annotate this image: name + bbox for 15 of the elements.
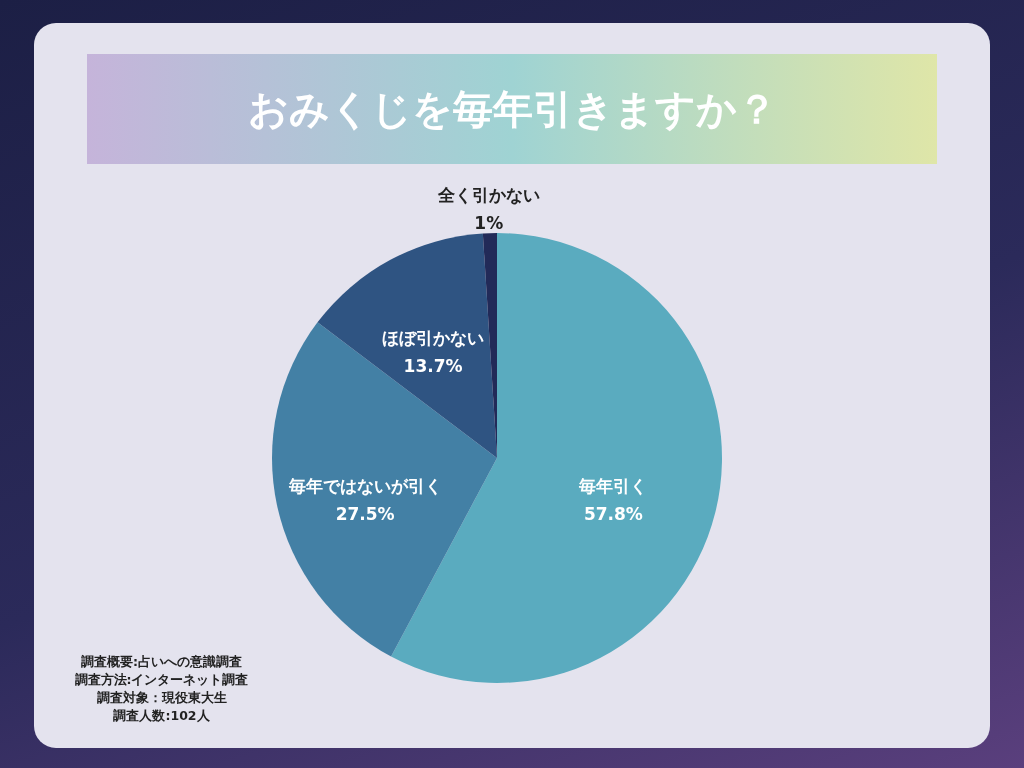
data-label: 27.5%: [335, 504, 395, 525]
slice-label: 全く引かない: [436, 185, 540, 206]
data-label: 57.8%: [583, 504, 643, 525]
text: 調査概要:占いへの意識調査: [80, 653, 243, 671]
text: 調査方法:インターネット調査: [73, 671, 250, 689]
slice-label: 毎年引く: [578, 476, 648, 497]
data-label: 13.7%: [403, 356, 463, 377]
pie-slice: [272, 322, 497, 657]
text: 調査人数:102人: [112, 707, 211, 725]
text: 調査対象：現役東大生: [95, 689, 228, 707]
slice-label: 毎年ではないが引く: [287, 476, 442, 497]
data-label: 1%: [474, 213, 504, 234]
slice-label: ほぼ引かない: [382, 328, 485, 349]
pie-slice: [317, 233, 497, 458]
chart-title: おみくじを毎年引きますか？: [87, 54, 937, 164]
